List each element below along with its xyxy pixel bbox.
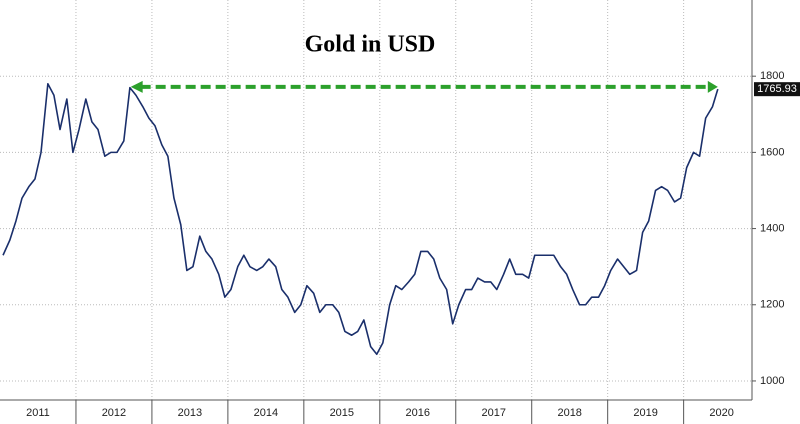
x-tick-label: 2015 (330, 407, 354, 419)
y-tick-label: 1800 (760, 70, 784, 82)
x-tick-label: 2017 (481, 407, 505, 419)
arrow-head (130, 80, 143, 93)
price-line (2, 83, 719, 356)
x-tick-label: 2020 (709, 407, 733, 419)
y-tick-label: 1600 (760, 146, 784, 158)
last-value-label: 1765.93 (757, 83, 797, 95)
x-tick-label: 2012 (102, 407, 126, 419)
x-tick-label: 2016 (406, 407, 430, 419)
x-tick-label: 2011 (26, 407, 50, 419)
y-tick-label: 1000 (760, 375, 784, 387)
chart-title: Gold in USD (305, 32, 436, 58)
y-tick-label: 1400 (760, 222, 784, 234)
x-tick-label: 2018 (557, 407, 581, 419)
plot (2, 80, 719, 356)
grid (0, 0, 752, 400)
y-tick-label: 1200 (760, 299, 784, 311)
x-tick-label: 2013 (178, 407, 202, 419)
last-value-box (754, 82, 800, 97)
x-tick-label: 2019 (633, 407, 657, 419)
x-tick-label: 2014 (254, 407, 278, 419)
arrow-head (707, 80, 718, 93)
